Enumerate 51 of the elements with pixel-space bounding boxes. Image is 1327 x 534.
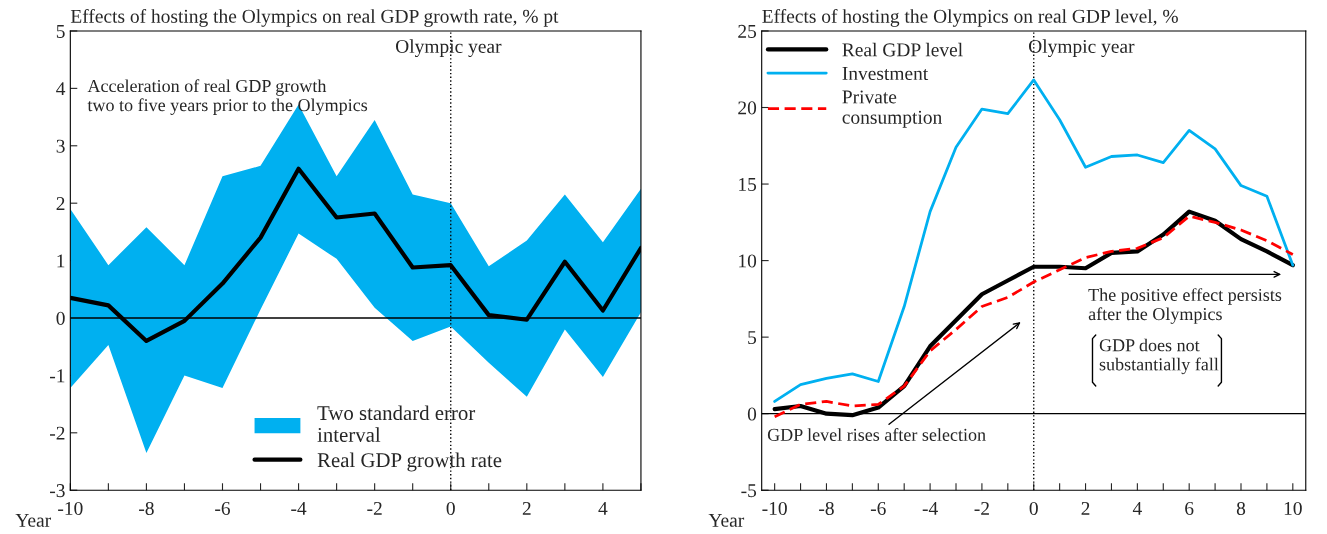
x-tick-label: -2 xyxy=(367,501,382,515)
x-axis-title: Year xyxy=(15,513,51,527)
x-tick-label: 10 xyxy=(1284,501,1302,516)
annotation: The positive effect persists after the Olympics xyxy=(1088,288,1282,324)
y-tick-label: 5 xyxy=(56,24,65,38)
x-tick-label: 4 xyxy=(598,502,608,515)
chart-title: Effects of hosting the Olympics on real GDP level, % xyxy=(762,8,1178,27)
y-tick-label: 0 xyxy=(747,407,757,421)
y-tick-label: 5 xyxy=(748,331,757,345)
line-series xyxy=(773,78,1295,403)
x-tick-label: 2 xyxy=(522,501,531,515)
x-tick-label: -6 xyxy=(215,501,231,516)
annotation: Acceleration of real GDP growth two to five years prior to the Olympics xyxy=(87,79,368,115)
annotation: Two standard error interval xyxy=(317,405,476,442)
y-tick-label: 0 xyxy=(56,311,65,325)
y-tick-label: 3 xyxy=(56,139,65,153)
annotation: GDP does not substantially fall xyxy=(1099,338,1219,375)
chart-title: Effects of hosting the Olympics on real GDP growth rate, % pt xyxy=(70,8,559,27)
y-tick-label: 20 xyxy=(738,101,757,115)
y-tick-label: 10 xyxy=(739,254,757,268)
x-tick-label: 8 xyxy=(1236,501,1246,516)
y-tick-label: 15 xyxy=(739,177,757,191)
y-tick-label: 1 xyxy=(57,254,65,268)
x-tick-label: 6 xyxy=(1185,501,1194,516)
legend-label: Real GDP level xyxy=(842,42,963,57)
y-tick-label: 4 xyxy=(56,82,66,96)
y-tick-label: -1 xyxy=(50,369,65,383)
x-tick-label: -10 xyxy=(58,501,83,516)
x-tick-label: 0 xyxy=(1029,501,1038,516)
ref-line-label: Olympic year xyxy=(1028,39,1135,57)
y-tick-label: 25 xyxy=(738,24,757,38)
x-tick-label: 2 xyxy=(1081,501,1090,515)
y-tick-label: -3 xyxy=(50,484,65,498)
ref-line-label: Olympic year xyxy=(395,39,502,57)
legend-label: Real GDP growth rate xyxy=(317,452,502,472)
x-tick-label: -4 xyxy=(291,502,307,515)
y-tick-label: -2 xyxy=(50,426,65,440)
x-tick-label: 0 xyxy=(446,501,455,516)
legend-label: Private consumption xyxy=(842,90,942,128)
x-axis-title: Year xyxy=(708,513,745,527)
x-tick-label: -4 xyxy=(922,502,938,515)
x-tick-label: -10 xyxy=(762,501,787,516)
annotation: GDP level rises after selection xyxy=(767,428,986,441)
y-tick-label: -5 xyxy=(741,484,757,498)
legend-label: Investment xyxy=(842,67,929,81)
x-tick-label: -6 xyxy=(870,501,886,516)
x-tick-label: -2 xyxy=(974,501,989,515)
x-tick-label: -8 xyxy=(819,501,834,516)
x-tick-label: -8 xyxy=(139,501,154,516)
x-tick-label: 4 xyxy=(1132,502,1142,515)
y-tick-label: 2 xyxy=(56,197,65,210)
